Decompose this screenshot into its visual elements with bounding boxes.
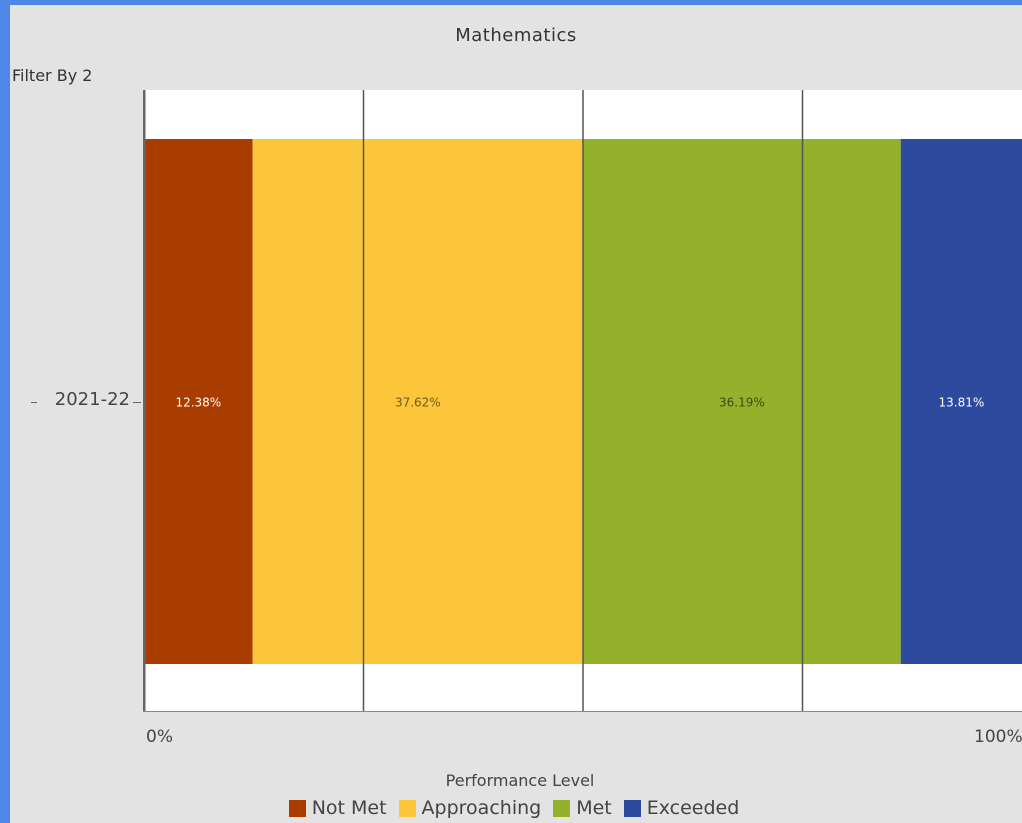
legend-item-met[interactable]: Met bbox=[553, 797, 612, 819]
legend-item-not-met[interactable]: Not Met bbox=[288, 797, 387, 819]
category-label: 2021-22 bbox=[54, 389, 130, 410]
plot-area: 12.38% 37.62% 36.19% 13.81% bbox=[142, 90, 1022, 712]
legend-swatch-approaching bbox=[398, 799, 416, 817]
legend: Not Met Approaching Met Exceeded bbox=[10, 797, 1022, 819]
filter-label: Filter By 2 bbox=[12, 66, 93, 85]
data-label-met: 36.19% bbox=[719, 396, 765, 410]
legend-label-not-met: Not Met bbox=[311, 797, 387, 819]
chart-panel: Mathematics Filter By 2 2021-22 12.38% 37… bbox=[10, 5, 1022, 823]
data-label-approaching: 37.62% bbox=[395, 396, 441, 410]
bar-segment-not-met[interactable] bbox=[144, 139, 253, 664]
legend-label-exceeded: Exceeded bbox=[646, 797, 740, 819]
legend-swatch-not-met bbox=[288, 799, 306, 817]
data-label-exceeded: 13.81% bbox=[938, 396, 984, 410]
legend-item-approaching[interactable]: Approaching bbox=[398, 797, 542, 819]
data-label-not-met: 12.38% bbox=[175, 396, 221, 410]
bar-segment-met[interactable] bbox=[583, 139, 901, 664]
x-tick-label-max: 100% bbox=[974, 727, 1022, 747]
legend-swatch-exceeded bbox=[623, 799, 641, 817]
bar-segment-approaching[interactable] bbox=[252, 139, 583, 664]
legend-label-approaching: Approaching bbox=[421, 797, 542, 819]
category-tick-right bbox=[133, 402, 141, 403]
legend-label-met: Met bbox=[576, 797, 612, 819]
category-tick-left bbox=[31, 402, 37, 403]
legend-item-exceeded[interactable]: Exceeded bbox=[623, 797, 740, 819]
chart-svg: 12.38% 37.62% 36.19% 13.81% bbox=[142, 90, 1022, 712]
legend-swatch-met bbox=[553, 799, 571, 817]
legend-title: Performance Level bbox=[445, 771, 595, 790]
bar-segment-exceeded[interactable] bbox=[900, 139, 1022, 664]
chart-title: Mathematics bbox=[455, 25, 577, 46]
x-tick-label-min: 0% bbox=[146, 727, 173, 747]
